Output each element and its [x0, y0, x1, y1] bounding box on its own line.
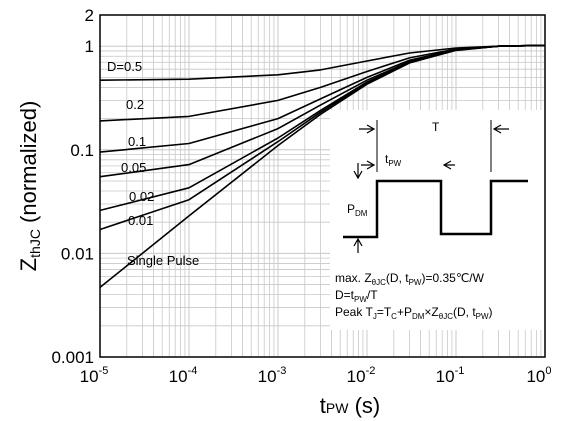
- x-tick-label: 10-4: [169, 365, 198, 386]
- curve-labels: D=0.5 0.2 0.1 0.05 0.02 0.01 Single Pulse: [107, 59, 199, 268]
- curve-label-0-1: 0.1: [128, 134, 146, 149]
- plot-frame: [99, 14, 546, 358]
- formula-peak-tj: Peak TJ=TC+PDM×ZθJC(D, tPW): [335, 305, 493, 321]
- formula-duty-cycle: D=tPW/T: [335, 288, 378, 304]
- arrow-left-icon: [492, 124, 509, 134]
- y-tick-label: 0.001: [51, 348, 94, 367]
- y-tick-label: 2: [85, 6, 94, 25]
- curve-label-d-0-5: D=0.5: [107, 59, 142, 74]
- pulse-waveform: [343, 179, 528, 239]
- x-tick-label: 10-3: [258, 365, 287, 386]
- curves: [99, 44, 546, 289]
- curve-label-single-pulse: Single Pulse: [127, 253, 199, 268]
- arrow-up-icon: [353, 237, 363, 253]
- pulse-width-label: tPW: [385, 152, 402, 168]
- axis-titles: tPW (s) ZthJC (normalized): [16, 101, 380, 418]
- arrow-right-icon: [361, 160, 376, 170]
- tick-labels: 10-5 10-4 10-3 10-2 10-1 100 2 1 0.1 0.01 0.001: [51, 6, 551, 386]
- curve-label-0-2: 0.2: [126, 97, 144, 112]
- y-tick-label: 1: [85, 37, 94, 56]
- curve-label-0-05: 0.05: [121, 160, 146, 175]
- y-tick-label: 0.1: [70, 141, 94, 160]
- y-axis-title: ZthJC (normalized): [16, 101, 43, 272]
- curve-label-0-01: 0.01: [128, 213, 153, 228]
- period-label: T: [432, 120, 440, 134]
- plot-border: [99, 14, 546, 358]
- arrow-right-icon: [359, 124, 376, 134]
- curve-single-pulse: [99, 44, 546, 289]
- arrow-down-icon: [353, 163, 363, 180]
- annotation-background: [330, 110, 545, 330]
- formula-max-zthjc: max. ZθJC(D, tPW)=0.35℃/W: [335, 271, 485, 287]
- power-label: PDM: [347, 202, 368, 218]
- arrow-left-icon: [442, 160, 455, 170]
- curve-label-0-02: 0.02: [129, 189, 154, 204]
- x-tick-label: 100: [526, 365, 551, 386]
- y-tick-label: 0.01: [61, 244, 94, 263]
- x-tick-label: 10-1: [436, 365, 465, 386]
- x-tick-label: 10-5: [80, 365, 109, 386]
- x-axis-title: tPW (s): [320, 393, 380, 418]
- x-tick-label: 10-2: [347, 365, 376, 386]
